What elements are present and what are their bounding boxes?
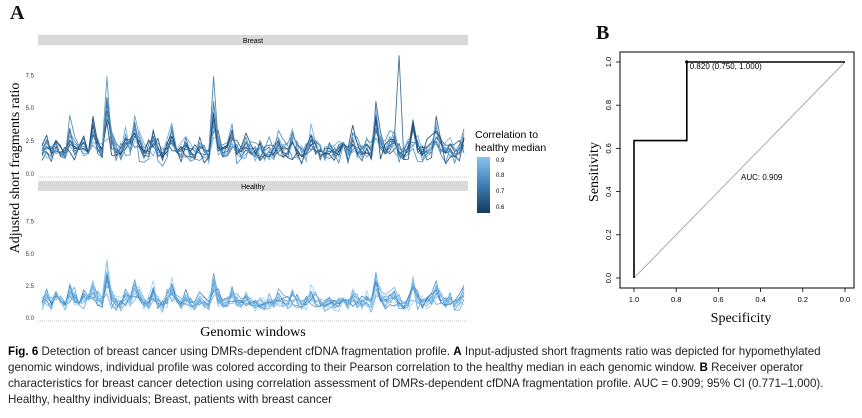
facet-strip-healthy [38,181,468,191]
y-tick-label: 0.4 [604,186,613,196]
legend-tick: 0.6 [496,205,505,211]
panel-a-ylabel: Adjusted short fragments ratio [8,83,23,254]
panel-b-letter: B [596,22,610,44]
y-tick-label: 0.0 [26,172,35,178]
facet-label-breast: Breast [243,38,263,45]
y-tick-label: 0.6 [604,143,613,153]
profile-line [41,99,465,167]
x-tick-label: 0.6 [713,295,723,304]
y-tick-label: 5.0 [26,106,35,112]
healthy-series [41,259,465,313]
roc-ylabel: Sensitivity [587,142,602,202]
healthy-yaxis: 0.0 2.5 5.0 7.5 [26,220,35,322]
y-tick-label: 0.0 [26,316,35,322]
roc-point-label: 0.820 (0.750, 1.000) [690,62,762,71]
y-tick-label: 0.2 [604,230,613,240]
x-tick-label: 1.0 [629,295,639,304]
roc-auc-label: AUC: 0.909 [741,173,783,182]
x-tick-label: 0.8 [671,295,681,304]
roc-reference-line [633,61,846,279]
legend-title-line2: healthy median [475,142,546,154]
legend-tick: 0.7 [496,189,505,195]
profile-line [41,271,465,311]
y-tick-label: 2.5 [26,139,35,145]
roc-yaxis: 0.0 0.2 0.4 0.6 0.8 1.0 [604,57,620,283]
x-tick-label: 0.0 [840,295,850,304]
y-tick-label: 0.8 [604,100,613,110]
caption-a-label: A [453,345,462,358]
panel-b: 1.0 0.8 0.6 0.4 0.2 0.0 0.0 0.2 0.4 0.6 0.8 1.0 0.… [587,51,855,326]
legend-tick: 0.9 [496,158,505,164]
y-tick-label: 5.0 [26,252,35,258]
caption-b-label: B [699,361,708,374]
x-tick-label: 0.2 [798,295,808,304]
y-tick-label: 7.5 [26,73,35,79]
profile-line [41,112,465,165]
y-tick-label: 0.0 [604,273,613,283]
caption-fig-label: Fig. 6 [8,345,39,358]
roc-xaxis: 1.0 0.8 0.6 0.4 0.2 0.0 [629,288,850,304]
roc-xlabel: Specificity [711,311,772,326]
legend-colorbar [477,157,490,213]
y-tick-label: 1.0 [604,57,613,67]
roc-plot-frame [619,51,855,289]
breast-yaxis: 0.0 2.5 5.0 7.5 [26,73,35,178]
color-legend: Correlation to healthy median 0.9 0.8 0.… [475,129,546,213]
panel-a-xlabel: Genomic windows [200,325,305,340]
roc-curve [633,61,845,278]
x-tick-label: 0.4 [755,295,765,304]
y-tick-label: 2.5 [26,284,35,290]
facet-label-healthy: Healthy [241,184,265,191]
profile-line [41,259,465,312]
y-tick-label: 7.5 [26,220,35,226]
panel-a-letter: A [10,2,25,24]
profile-line [41,108,465,164]
legend-title-line1: Correlation to [475,129,538,141]
figure-canvas: Adjusted short fragments ratio Breast He… [8,35,855,340]
profile-line [41,278,465,313]
caption-sentence-3: Receiver operator characteristics for br… [8,361,824,406]
roc-highlight-point [685,60,689,64]
breast-series [41,55,465,167]
caption-sentence-2: Input-adjusted short fragments ratio was… [8,345,821,374]
legend-tick: 0.8 [496,173,505,179]
figure-caption: Fig. 6 Detection of breast cancer using … [8,344,854,408]
panel-a: Adjusted short fragments ratio Breast He… [8,35,546,340]
facet-strip-breast [38,35,468,45]
caption-sentence-1: Detection of breast cancer using DMRs-de… [38,345,454,358]
